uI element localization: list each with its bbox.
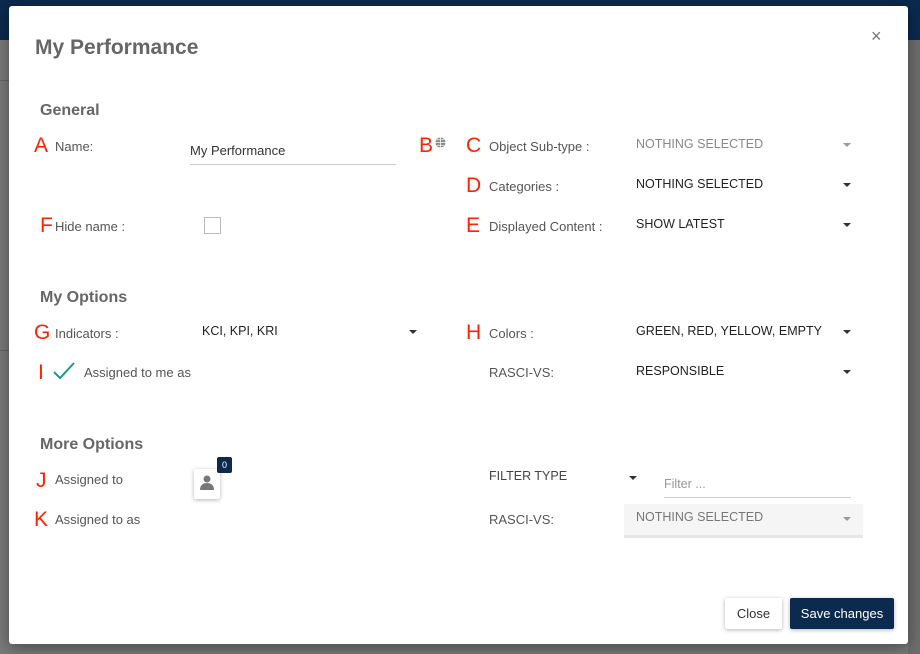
displayed-content-value: SHOW LATEST <box>636 217 725 231</box>
chevron-down-icon <box>843 183 851 187</box>
chevron-down-icon <box>409 330 417 334</box>
rasci-filter-label: RASCI-VS: <box>489 512 555 527</box>
indicators-label: Indicators : <box>55 326 119 341</box>
categories-select[interactable]: NOTHING SELECTED <box>636 172 854 198</box>
rasci-value: RESPONSIBLE <box>636 364 725 378</box>
displayed-content-select[interactable]: SHOW LATEST <box>636 212 854 238</box>
modal-title: My Performance <box>35 36 199 59</box>
colors-select[interactable]: GREEN, RED, YELLOW, EMPTY <box>636 319 854 345</box>
filter-type-select[interactable]: FILTER TYPE <box>489 464 639 490</box>
chevron-down-icon <box>629 476 637 480</box>
name-label: Name: <box>55 139 94 154</box>
section-more-options: More Options <box>40 436 144 453</box>
my-performance-modal: My Performance × General A Name: B C Obj… <box>9 6 908 644</box>
annotation-h: H <box>466 321 482 344</box>
annotation-i: I <box>38 361 44 384</box>
rasci-select[interactable]: RESPONSIBLE <box>636 359 854 385</box>
assigned-count-badge: 0 <box>217 457 232 473</box>
colors-label: Colors : <box>489 326 534 341</box>
hide-name-label: Hide name : <box>55 219 126 234</box>
object-subtype-select[interactable]: NOTHING SELECTED <box>636 132 854 158</box>
background-panel <box>908 40 920 654</box>
rasci-filter-select[interactable]: NOTHING SELECTED <box>624 504 863 538</box>
filter-type-value: FILTER TYPE <box>489 469 568 483</box>
annotation-j: J <box>36 469 47 492</box>
rasci-label: RASCI-VS: <box>489 365 555 380</box>
close-icon[interactable]: × <box>871 26 882 46</box>
save-changes-button[interactable]: Save changes <box>790 598 894 629</box>
displayed-content-label: Displayed Content : <box>489 219 603 234</box>
annotation-f: F <box>40 214 53 237</box>
chevron-down-icon <box>843 517 851 521</box>
categories-value: NOTHING SELECTED <box>636 177 764 191</box>
colors-value: GREEN, RED, YELLOW, EMPTY <box>636 324 822 338</box>
hide-name-checkbox[interactable] <box>204 217 221 234</box>
annotation-c: C <box>466 134 482 157</box>
indicators-value: KCI, KPI, KRI <box>202 324 278 338</box>
categories-label: Categories : <box>489 179 560 194</box>
annotation-d: D <box>466 174 482 197</box>
annotation-g: G <box>34 321 51 344</box>
object-subtype-label: Object Sub-type : <box>489 139 590 154</box>
filter-input[interactable] <box>664 471 851 498</box>
annotation-k: K <box>34 508 49 531</box>
assigned-to-label: Assigned to <box>55 472 123 487</box>
annotation-b: B <box>419 134 434 157</box>
user-icon <box>200 475 214 490</box>
section-my-options: My Options <box>40 289 128 306</box>
rasci-filter-value: NOTHING SELECTED <box>636 510 764 524</box>
close-button[interactable]: Close <box>725 598 782 629</box>
globe-icon[interactable] <box>435 137 446 148</box>
indicators-select[interactable]: KCI, KPI, KRI <box>202 319 420 345</box>
chevron-down-icon <box>843 143 851 147</box>
assigned-to-as-label: Assigned to as <box>55 512 141 527</box>
annotation-e: E <box>466 214 481 237</box>
chevron-down-icon <box>843 223 851 227</box>
name-input[interactable] <box>190 136 396 165</box>
assigned-to-me-label: Assigned to me as <box>84 365 191 380</box>
chevron-down-icon <box>843 370 851 374</box>
annotation-a: A <box>34 134 49 157</box>
assigned-checkmark-icon[interactable] <box>52 361 76 381</box>
section-general: General <box>40 102 100 119</box>
assignee-picker-button[interactable] <box>194 469 220 499</box>
object-subtype-value: NOTHING SELECTED <box>636 137 764 151</box>
chevron-down-icon <box>843 330 851 334</box>
